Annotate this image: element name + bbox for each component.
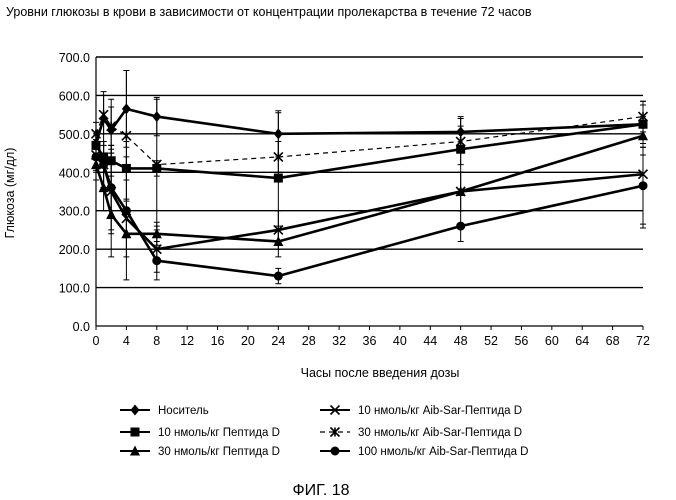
y-tick-label: 700.0 <box>59 51 90 65</box>
data-point <box>99 160 108 169</box>
legend: Носитель 10 нмоль/кг Пептида D 30 нмоль/кг… <box>120 405 528 459</box>
y-tick-label: 300.0 <box>59 205 90 219</box>
x-tick-label: 32 <box>332 334 346 348</box>
x-tick-label: 24 <box>271 334 285 348</box>
data-point <box>122 131 131 140</box>
legend-marker <box>131 405 140 416</box>
x-tick-label: 8 <box>153 334 160 348</box>
legend-marker <box>331 447 340 456</box>
grid <box>96 57 643 288</box>
legend-label: 10 нмоль/кг Пептида D <box>158 427 280 439</box>
data-point <box>274 272 283 281</box>
x-tick-label: 4 <box>123 334 130 348</box>
legend-label: 30 нмоль/кг Пептида D <box>158 446 280 458</box>
data-point <box>456 222 465 231</box>
data-point <box>456 137 465 146</box>
data-point <box>99 110 108 119</box>
y-tick-label: 400.0 <box>59 166 90 180</box>
legend-label: 100 нмоль/кг Aib-Sar-Пептида D <box>358 446 528 458</box>
legend-label: 30 нмоль/кг Aib-Sar-Пептида D <box>358 427 522 439</box>
x-tick-label: 72 <box>636 334 650 348</box>
figure-label: ФИГ. 18 <box>292 482 349 499</box>
data-point <box>152 256 161 265</box>
series-line-3 <box>96 136 643 242</box>
y-tick-label: 0.0 <box>73 320 90 334</box>
x-tick-label: 20 <box>241 334 255 348</box>
x-tick-label: 56 <box>514 334 528 348</box>
x-tick-label: 0 <box>93 334 100 348</box>
y-tick-label: 500.0 <box>59 128 90 142</box>
x-tick-label: 52 <box>484 334 498 348</box>
data-point <box>274 174 283 183</box>
y-tick-label: 100.0 <box>59 282 90 296</box>
chart: Уровни глюкозы в крови в зависимости от … <box>0 0 676 500</box>
markers <box>91 103 648 280</box>
data-point <box>122 164 131 173</box>
data-point <box>456 126 465 137</box>
legend-label: 10 нмоль/кг Aib-Sar-Пептида D <box>358 405 522 417</box>
x-axis-label: Часы после введения дозы <box>301 366 460 380</box>
data-point <box>456 145 465 154</box>
legend-label: Носитель <box>158 405 209 417</box>
data-point <box>638 130 648 140</box>
x-tick-label: 16 <box>211 334 225 348</box>
y-axis-label: Глюкоза (мг/дл) <box>3 148 17 239</box>
x-tick-label: 12 <box>180 334 194 348</box>
chart-title: Уровни глюкозы в крови в зависимости от … <box>6 5 532 19</box>
data-point <box>107 183 116 192</box>
y-tick-label: 600.0 <box>59 89 90 103</box>
x-tick-label: 44 <box>423 334 437 348</box>
y-tick-label: 200.0 <box>59 243 90 257</box>
data-point <box>122 206 131 215</box>
x-tick-label: 64 <box>575 334 589 348</box>
x-tick-label: 28 <box>302 334 316 348</box>
series-line-5 <box>96 115 643 165</box>
series-line-1 <box>96 109 643 144</box>
data-point <box>274 128 283 139</box>
x-tick-label: 36 <box>363 334 377 348</box>
legend-marker <box>131 428 140 437</box>
x-tick-label: 48 <box>454 334 468 348</box>
data-point <box>152 111 161 122</box>
data-point <box>639 120 648 129</box>
axes <box>96 57 643 330</box>
x-tick-label: 68 <box>606 334 620 348</box>
x-tick-label: 40 <box>393 334 407 348</box>
data-point <box>639 181 648 190</box>
x-tick-label: 60 <box>545 334 559 348</box>
